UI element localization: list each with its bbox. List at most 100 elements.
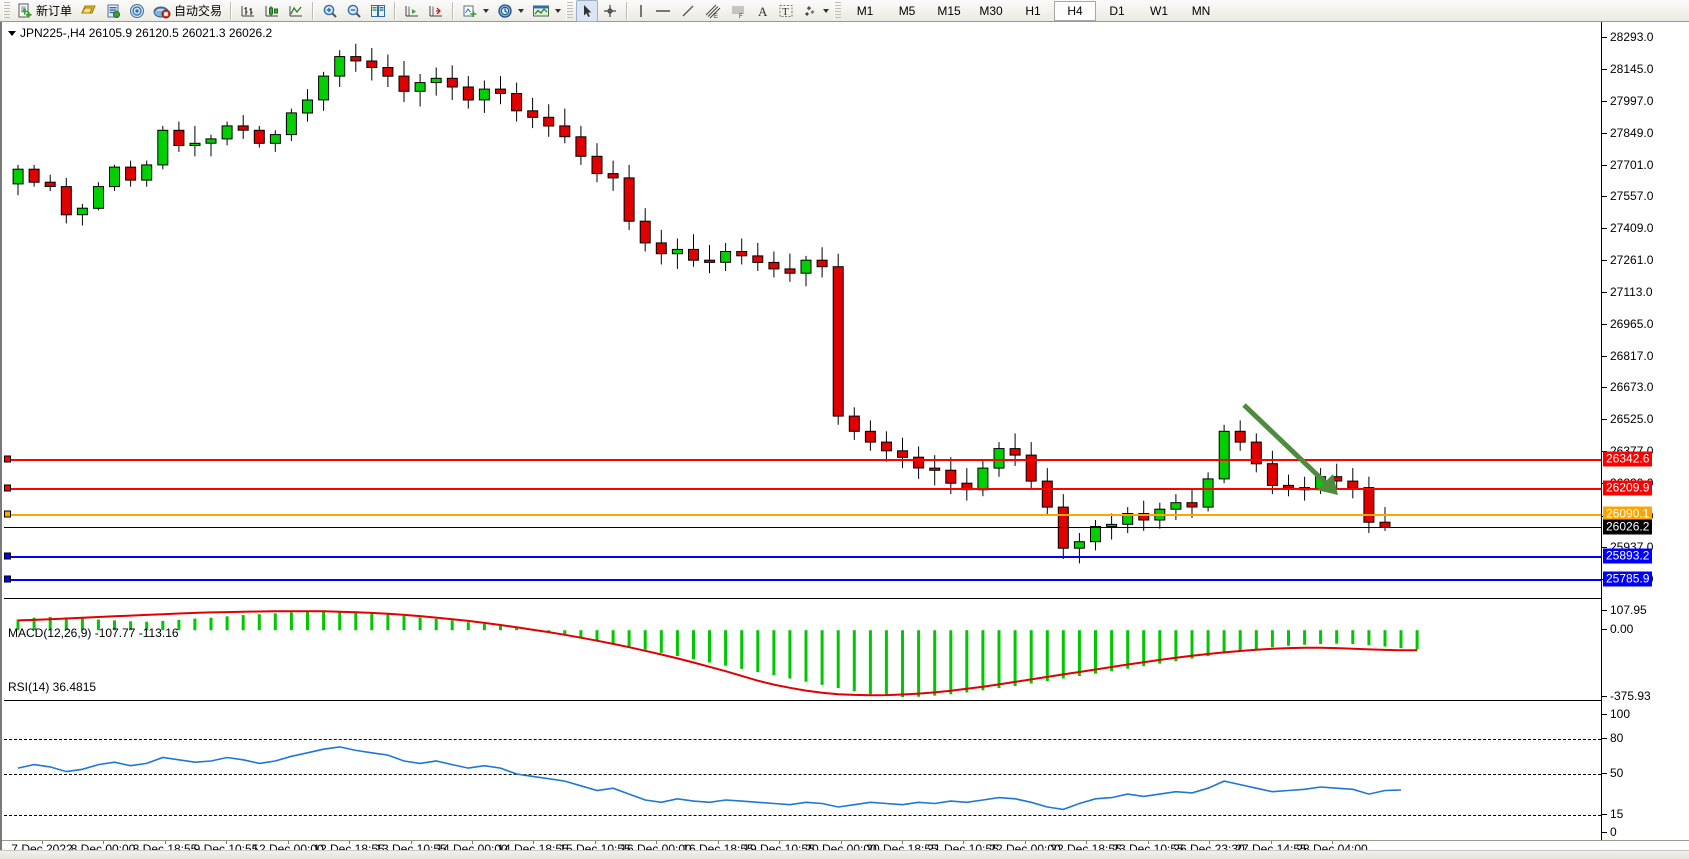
vertical-scroll-zone[interactable] <box>1681 22 1689 858</box>
chart-plot-area[interactable] <box>4 22 1601 840</box>
rsi-scale-label: 15 <box>1610 807 1624 822</box>
zoom-out-icon <box>346 3 362 19</box>
trend-line-button[interactable] <box>676 0 700 22</box>
vertical-line-button[interactable] <box>632 0 650 22</box>
bar-chart-button[interactable] <box>236 0 260 22</box>
vertical-line-icon <box>636 3 646 19</box>
candlestick-chart-button[interactable] <box>260 0 284 22</box>
timeframe-m30[interactable]: M30 <box>979 3 1003 18</box>
price-tick-label: 26965.0 <box>1610 317 1654 332</box>
folder-button[interactable] <box>76 0 101 22</box>
level-handle-pivot[interactable] <box>4 510 11 517</box>
timeframe-w1[interactable]: W1 <box>1150 3 1169 18</box>
rsi-series <box>17 746 1402 811</box>
timeframe-m5[interactable]: M5 <box>898 3 916 18</box>
level-line-last-price[interactable] <box>4 527 1601 529</box>
text-label-button[interactable]: A <box>752 0 774 22</box>
macd-scale-label: 0.00 <box>1610 622 1634 637</box>
terminal-button[interactable] <box>101 0 125 22</box>
svg-text:F: F <box>739 14 743 19</box>
price-tick <box>1602 546 1607 548</box>
zoom-in-button[interactable] <box>318 0 342 22</box>
cursor-button[interactable] <box>576 0 599 22</box>
timeframe-h1[interactable]: H1 <box>1025 3 1041 18</box>
toolbar-grip-2[interactable] <box>566 1 574 20</box>
level-handle-support-lower[interactable] <box>4 575 11 583</box>
add-indicator-icon <box>462 3 478 19</box>
chevron-down-icon[interactable] <box>823 8 830 13</box>
price-tick-label: 27261.0 <box>1610 253 1654 267</box>
chevron-down-icon[interactable] <box>483 8 490 13</box>
level-handle-resistance-upper[interactable] <box>4 455 11 463</box>
price-tag-last-price: 26026.2 <box>1603 519 1653 535</box>
candlestick-series <box>12 43 1391 564</box>
price-tick <box>1602 36 1607 38</box>
time-tick <box>411 841 412 844</box>
timeframe-mn[interactable]: MN <box>1191 3 1211 18</box>
chart-symbol-text: JPN225-,H4 26105.9 26120.5 26021.3 26026… <box>20 26 273 40</box>
indicators-icon <box>428 3 444 19</box>
horizontal-line-button[interactable] <box>650 0 676 22</box>
rsi-pane[interactable] <box>4 700 1601 840</box>
crosshair-button[interactable] <box>598 0 622 22</box>
timeframe-m15[interactable]: M15 <box>937 3 961 18</box>
chevron-down-icon[interactable] <box>555 8 562 13</box>
fibonacci-icon: F <box>730 3 748 19</box>
zoom-out-button[interactable] <box>342 0 366 22</box>
chart-symbol-header: JPN225-,H4 26105.9 26120.5 26021.3 26026… <box>8 26 272 40</box>
timeframe-h4[interactable]: H4 <box>1054 0 1097 21</box>
toolbar-separator-4 <box>452 1 455 20</box>
rsi-header: RSI(14) 36.4815 <box>8 680 97 694</box>
fibonacci-button[interactable]: F <box>726 0 752 22</box>
price-scale[interactable]: 28293.0 28145.0 27997.0 27849.0 27701.0 27557… <box>1601 22 1681 840</box>
level-handle-resistance-lower[interactable] <box>4 484 11 492</box>
main-toolbar: 新订单 <box>0 0 1689 22</box>
templates-button[interactable] <box>528 0 565 22</box>
chart-menu-triangle-icon[interactable] <box>8 31 16 37</box>
tile-windows-icon <box>370 3 386 19</box>
chart-window[interactable]: JPN225-,H4 26105.9 26120.5 26021.3 26026… <box>0 22 1689 859</box>
time-tick <box>1332 841 1333 844</box>
price-tick-label: 28293.0 <box>1610 29 1654 44</box>
price-tick <box>1602 227 1607 229</box>
time-tick <box>1271 841 1272 844</box>
text-label-icon: A <box>756 3 770 19</box>
level-handle-support-upper[interactable] <box>4 552 11 560</box>
chevron-down-icon[interactable] <box>518 8 525 13</box>
toolbar-grip-3[interactable] <box>834 1 842 20</box>
signals-button[interactable] <box>125 0 149 22</box>
indicators-button[interactable] <box>424 0 448 22</box>
price-tick-label: 26525.0 <box>1610 412 1654 427</box>
add-indicator-button[interactable] <box>458 0 493 22</box>
level-line-support-upper[interactable] <box>4 556 1601 559</box>
period-button[interactable] <box>493 0 528 22</box>
line-chart-button[interactable] <box>284 0 308 22</box>
price-tick-label: 27701.0 <box>1610 157 1654 172</box>
auto-trading-button[interactable]: 自动交易 <box>149 0 226 22</box>
equidistant-channel-button[interactable]: E <box>700 0 726 22</box>
price-tick-label: 27849.0 <box>1610 125 1654 140</box>
price-pane[interactable] <box>4 22 1601 598</box>
new-order-icon <box>17 3 33 19</box>
macd-pane[interactable] <box>4 598 1601 701</box>
text-box-button[interactable]: T <box>774 0 798 22</box>
price-tick <box>1602 164 1607 166</box>
new-order-button[interactable]: 新订单 <box>13 0 76 22</box>
macd-tick <box>1602 696 1607 697</box>
level-line-resistance-upper[interactable] <box>4 458 1601 461</box>
toolbar-grip[interactable] <box>3 1 10 20</box>
price-tick <box>1602 356 1607 358</box>
timeframe-d1[interactable]: D1 <box>1109 3 1125 18</box>
equidistant-channel-icon: E <box>704 3 722 19</box>
macd-series <box>16 610 1419 697</box>
rsi-tick <box>1602 773 1607 774</box>
price-tick-label: 27997.0 <box>1610 93 1654 108</box>
shapes-button[interactable] <box>798 0 833 22</box>
level-line-pivot[interactable] <box>4 513 1601 516</box>
level-line-support-lower[interactable] <box>4 579 1601 582</box>
data-window-button[interactable] <box>400 0 424 22</box>
level-line-resistance-lower[interactable] <box>4 487 1601 490</box>
tile-windows-button[interactable] <box>366 0 390 22</box>
timeframe-m1[interactable]: M1 <box>856 3 874 18</box>
price-tick-label: 27113.0 <box>1610 285 1653 299</box>
